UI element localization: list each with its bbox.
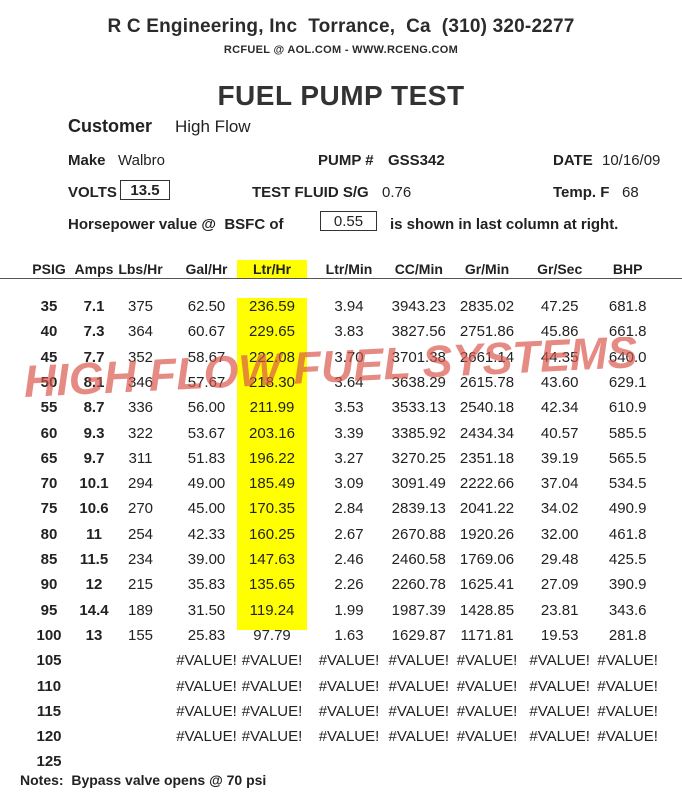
svg-text:HIGH FLOW FUEL SYSTEMS: HIGH FLOW FUEL SYSTEMS bbox=[23, 337, 639, 407]
